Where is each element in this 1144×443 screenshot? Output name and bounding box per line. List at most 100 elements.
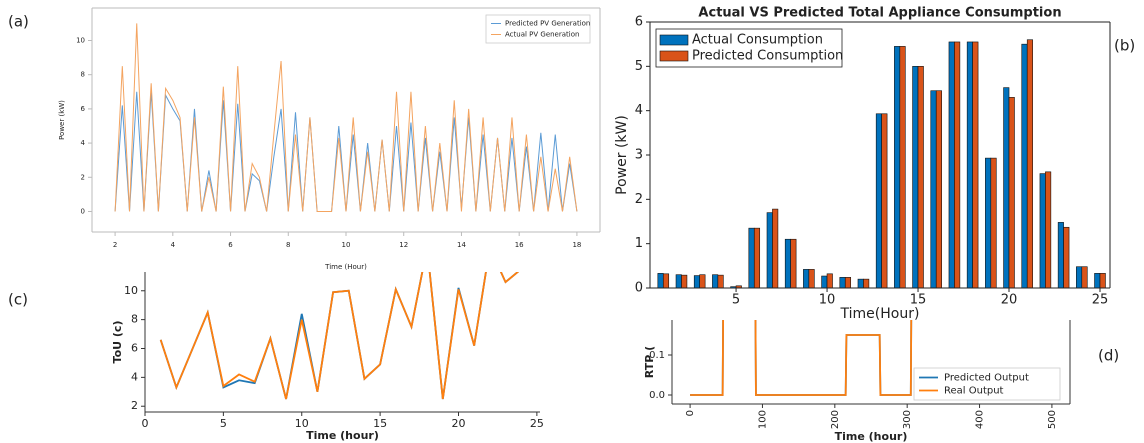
legend-box	[913, 367, 1061, 401]
y-tick-label: 1	[635, 236, 643, 251]
chart-title: Actual VS Predicted Total Appliance Cons…	[698, 6, 1061, 21]
bar	[1026, 39, 1033, 288]
bar	[693, 275, 700, 288]
bar	[1057, 222, 1064, 288]
plot-area	[690, 320, 913, 396]
y-tick-label: 6	[635, 15, 643, 30]
legend-box	[485, 14, 591, 44]
x-tick-label: 2	[113, 241, 117, 249]
y-tick-label: 0	[81, 207, 85, 215]
x-tick-label: 8	[286, 241, 290, 249]
bar	[772, 208, 779, 288]
plot-area	[159, 272, 520, 400]
x-tick-label: 200	[830, 410, 841, 429]
bar	[803, 269, 810, 288]
data-line	[114, 23, 578, 212]
bar	[753, 227, 761, 288]
data-line	[114, 91, 578, 212]
y-tick-label: 0	[635, 281, 643, 296]
bar	[662, 273, 670, 288]
bar	[1008, 97, 1015, 288]
bar	[712, 274, 719, 288]
legend-label: Predicted Output	[944, 373, 1029, 384]
legend-label: Predicted Consumption	[692, 49, 843, 64]
bar	[844, 277, 852, 288]
bar	[681, 274, 688, 288]
legend-swatch	[659, 34, 689, 46]
bar	[972, 41, 979, 288]
x-tick-label: 4	[171, 241, 176, 249]
panel-label: (b)	[1114, 37, 1135, 55]
bar	[857, 278, 864, 288]
bar	[1003, 87, 1010, 288]
x-tick-label: 0	[685, 410, 696, 416]
y-tick-label: 2	[131, 399, 138, 412]
bar	[899, 46, 906, 288]
bar	[821, 275, 828, 288]
bar	[1076, 266, 1083, 288]
bar	[1021, 43, 1028, 288]
x-axis-label: Time (hour)	[306, 429, 379, 442]
legend-label: Actual Consumption	[692, 33, 823, 48]
y-tick-label: 0.0	[649, 390, 665, 401]
x-tick-label: 10	[819, 293, 836, 308]
bar	[699, 274, 706, 288]
bar	[875, 113, 882, 288]
x-axis-label: Time(Hour)	[840, 306, 920, 322]
panel-label: (c)	[8, 291, 28, 309]
bar	[790, 238, 797, 288]
legend-label: Predicted PV Generation	[505, 20, 590, 28]
y-axis-label: Power (kW)	[614, 115, 630, 195]
legend-label: Real Output	[944, 386, 1004, 397]
x-tick-label: 500	[1047, 410, 1058, 429]
bar	[1039, 173, 1046, 288]
x-tick-label: 300	[902, 410, 913, 429]
bar	[966, 41, 973, 288]
y-tick-label: 8	[131, 313, 138, 326]
bar	[675, 274, 682, 288]
x-tick-label: 25	[530, 417, 544, 430]
y-tick-label: 5	[635, 59, 643, 74]
bar	[990, 157, 997, 288]
x-tick-label: 16	[515, 241, 524, 249]
legend-swatch	[659, 50, 689, 62]
x-tick-label: 15	[373, 417, 387, 430]
y-tick-label: 8	[81, 71, 85, 79]
bar	[766, 212, 773, 288]
bar	[1081, 266, 1088, 288]
x-axis-label: Time (Hour)	[324, 263, 367, 271]
bar	[657, 273, 664, 288]
y-tick-label: 6	[81, 105, 86, 113]
y-axis-label: Power (kW)	[58, 100, 66, 140]
bar	[881, 113, 888, 288]
plot-area	[114, 23, 578, 212]
x-tick-label: 14	[457, 241, 466, 249]
y-tick-label: 4	[635, 103, 643, 118]
bar	[1099, 273, 1106, 288]
y-tick-label: 2	[635, 192, 643, 207]
y-tick-label: 4	[131, 370, 138, 383]
bar	[1045, 171, 1052, 288]
y-axis-label: ToU (c)	[111, 321, 124, 364]
y-tick-label: 6	[131, 341, 138, 354]
bar	[930, 90, 937, 288]
x-tick-label: 15	[910, 293, 927, 308]
bar	[808, 269, 815, 288]
bar	[717, 274, 724, 288]
plot-area	[657, 39, 1106, 288]
bar	[1094, 273, 1101, 288]
legend-label: Actual PV Generation	[505, 31, 579, 39]
bar	[784, 238, 791, 288]
y-tick-label: 2	[81, 173, 85, 181]
x-tick-label: 400	[975, 410, 986, 429]
x-tick-label: 18	[572, 241, 581, 249]
x-tick-label: 5	[220, 417, 227, 430]
x-tick-label: 25	[1092, 293, 1109, 308]
x-tick-label: 0	[142, 417, 149, 430]
data-line	[690, 320, 913, 396]
y-tick-label: 10	[124, 284, 138, 297]
x-tick-label: 10	[342, 241, 351, 249]
x-tick-label: 20	[451, 417, 465, 430]
bar	[863, 278, 870, 288]
x-tick-label: 5	[732, 293, 740, 308]
